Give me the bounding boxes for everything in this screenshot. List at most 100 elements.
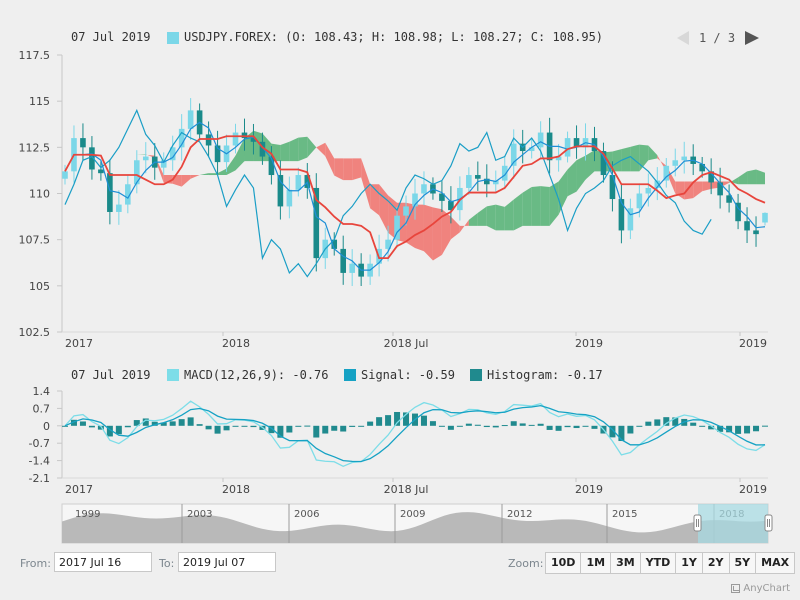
zoom-ytd-button[interactable]: YTD [639,552,677,574]
credits-text: AnyChart [743,583,790,594]
histogram-bar [609,425,616,438]
cloud-segment [612,149,622,172]
zoom-3m-button[interactable]: 3M [610,552,641,574]
histogram-bar [178,419,185,426]
histogram-bar [654,419,661,426]
zoom-max-button[interactable]: MAX [755,552,796,574]
histogram-bar [537,423,544,426]
cloud-segment [334,158,344,181]
candle [125,184,131,205]
cloud-segment [531,186,541,226]
cloud-segment [235,138,245,171]
histogram-bar [735,425,742,434]
zoom-1m-button[interactable]: 1M [580,552,612,574]
zoom-2y-button[interactable]: 2Y [701,552,730,574]
histogram-bar [331,425,338,431]
macd-lines [64,400,766,468]
histogram-bar [762,425,768,427]
histogram-bar [295,425,302,427]
cloud-segment [729,177,739,185]
histogram-bar [717,425,724,432]
candle [564,138,571,157]
histogram-bar [268,425,275,434]
histogram-bar [618,425,625,442]
histogram-bar [708,425,715,430]
zoom-label: Zoom: [508,557,544,570]
zoom-1y-button[interactable]: 1Y [675,552,703,574]
candle [466,175,472,188]
paginator-prev-icon[interactable] [677,31,689,45]
candle [304,175,311,188]
candle [555,156,562,161]
cloud-segment [486,204,496,231]
scroller-left-handle[interactable] [693,514,702,532]
price-legend-marker [167,32,179,44]
cloud-segment [423,204,433,261]
signal-legend-text: Signal: -0.59 [361,368,455,382]
tenkan-line [64,121,766,271]
macd-y-tick-label: 0.7 [33,402,51,415]
histogram-bar [573,425,580,429]
histogram-bar [169,421,176,426]
chikou-line [64,108,712,278]
histogram-bar [277,425,284,438]
cloud-segment [468,212,478,226]
scroller-year-label: 2006 [294,509,319,520]
to-date-input[interactable]: 2019 Jul 07 [178,552,276,572]
from-date-input[interactable]: 2017 Jul 16 [54,552,152,572]
candle [421,184,427,194]
histogram-bar [627,425,634,434]
cloud-segment [307,136,317,158]
macd-legend-marker [167,369,179,381]
cloud-segment [756,169,765,185]
histogram-bar [70,419,77,426]
cloud-segment [316,142,326,157]
histogram-bar [304,425,311,427]
zoom-5y-button[interactable]: 5Y [728,552,757,574]
histogram-bar [663,417,670,426]
histogram-bar [726,425,733,433]
histogram-bar [88,425,95,428]
price-y-tick-label: 102.5 [19,326,51,339]
histogram-bar [645,421,652,426]
zoom-10d-button[interactable]: 10D [545,552,582,574]
histogram-bar [438,425,445,427]
candle [160,160,167,168]
paginator-next-icon[interactable] [745,31,759,45]
candle [537,132,544,148]
histogram-bar [672,417,679,426]
candle [618,199,625,231]
macd-legend-date: 07 Jul 2019 [71,368,150,382]
candle [232,132,239,146]
price-x-tick-label: 2019 [739,337,767,350]
cloud-segment [208,173,218,176]
histogram-bar [124,425,131,428]
histogram-bar [690,422,697,426]
credits[interactable]: AnyChart [731,583,790,594]
scroller-year-label: 2012 [507,509,532,520]
cloud-segment [747,169,757,185]
cloud-segment [181,175,191,187]
signal-line [64,404,766,463]
candle [753,230,759,235]
candle [483,178,490,185]
candle [510,143,517,166]
scroller-right-handle[interactable] [764,514,773,532]
histogram-bar [699,425,706,427]
cloud-segment [738,171,748,185]
histogram-bar [564,425,571,428]
candle [142,156,149,161]
candle [295,175,302,190]
candle [205,134,212,146]
candle [241,132,248,139]
histogram-bar [250,425,257,428]
anychart-logo-icon [731,584,741,593]
scroller-selected-range[interactable] [698,504,768,543]
cloud-segment [199,173,209,176]
candle [735,202,741,222]
candle [259,141,266,157]
histogram-bar [546,425,553,430]
cloud-segment [567,160,577,197]
histogram-bar [106,425,113,437]
